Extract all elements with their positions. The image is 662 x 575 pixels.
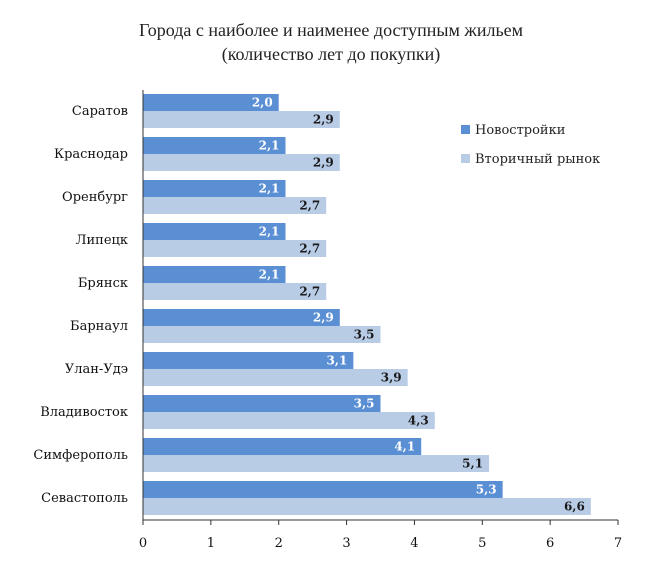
bar-new-8 [143, 438, 422, 455]
x-tick-label: 1 [207, 536, 215, 551]
data-label: 3,5 [354, 397, 375, 411]
x-tick-label: 5 [478, 536, 486, 551]
data-label: 2,9 [313, 156, 334, 170]
bar-secondary-1 [143, 154, 340, 171]
data-label: 2,1 [259, 225, 280, 239]
bar-new-4 [143, 266, 286, 283]
bar-new-5 [143, 309, 340, 326]
legend-swatch-secondary [461, 154, 470, 163]
category-label: Саратов [72, 104, 128, 119]
category-label: Оренбург [62, 190, 128, 205]
bar-new-9 [143, 481, 503, 498]
bar-new-7 [143, 395, 381, 412]
bar-secondary-6 [143, 369, 408, 386]
data-label: 4,1 [394, 440, 415, 454]
bar-secondary-8 [143, 455, 490, 472]
x-tick-label: 0 [139, 536, 147, 551]
data-label: 5,3 [476, 483, 497, 497]
chart-title: Города с наиболее и наименее доступным ж… [138, 20, 524, 40]
data-label: 2,1 [259, 139, 280, 153]
data-label: 2,9 [313, 311, 334, 325]
data-label: 2,0 [252, 96, 273, 110]
data-label: 2,1 [259, 182, 280, 196]
bar-secondary-7 [143, 412, 435, 429]
bar-secondary-5 [143, 326, 381, 343]
bar-secondary-3 [143, 240, 327, 257]
category-label: Липецк [76, 233, 128, 248]
data-label: 2,1 [259, 268, 280, 282]
category-label: Улан-Удэ [65, 362, 128, 377]
category-label: Брянск [78, 276, 128, 291]
x-tick-label: 4 [410, 536, 418, 551]
legend-label: Вторичный рынок [475, 152, 600, 167]
bar-new-0 [143, 94, 279, 111]
data-label: 2,7 [299, 285, 320, 299]
bar-new-2 [143, 180, 286, 197]
category-label: Симферополь [33, 448, 128, 463]
x-tick-label: 6 [546, 536, 554, 551]
legend-label: Новостройки [475, 123, 565, 138]
data-label: 3,5 [354, 328, 375, 342]
data-label: 2,9 [313, 113, 334, 127]
bar-secondary-9 [143, 498, 591, 515]
x-tick-label: 3 [342, 536, 350, 551]
bar-secondary-4 [143, 283, 327, 300]
category-label: Владивосток [40, 405, 128, 420]
x-tick-label: 7 [614, 536, 622, 551]
bar-new-3 [143, 223, 286, 240]
bar-secondary-0 [143, 111, 340, 128]
chart-title-block: Города с наиболее и наименее доступным ж… [0, 18, 662, 66]
legend-swatch-new [461, 125, 470, 134]
bar-secondary-2 [143, 197, 327, 214]
category-label: Барнаул [70, 319, 128, 334]
data-label: 3,1 [326, 354, 347, 368]
category-label: Краснодар [54, 147, 128, 162]
category-label: Севастополь [41, 491, 128, 506]
bar-new-1 [143, 137, 286, 154]
data-label: 3,9 [381, 371, 402, 385]
data-label: 6,6 [564, 500, 585, 514]
chart-subtitle: (количество лет до покупки) [221, 44, 441, 64]
x-tick-label: 2 [275, 536, 283, 551]
bar-new-6 [143, 352, 354, 369]
data-label: 2,7 [299, 199, 320, 213]
data-label: 5,1 [462, 457, 483, 471]
data-label: 2,7 [299, 242, 320, 256]
data-label: 4,3 [408, 414, 429, 428]
